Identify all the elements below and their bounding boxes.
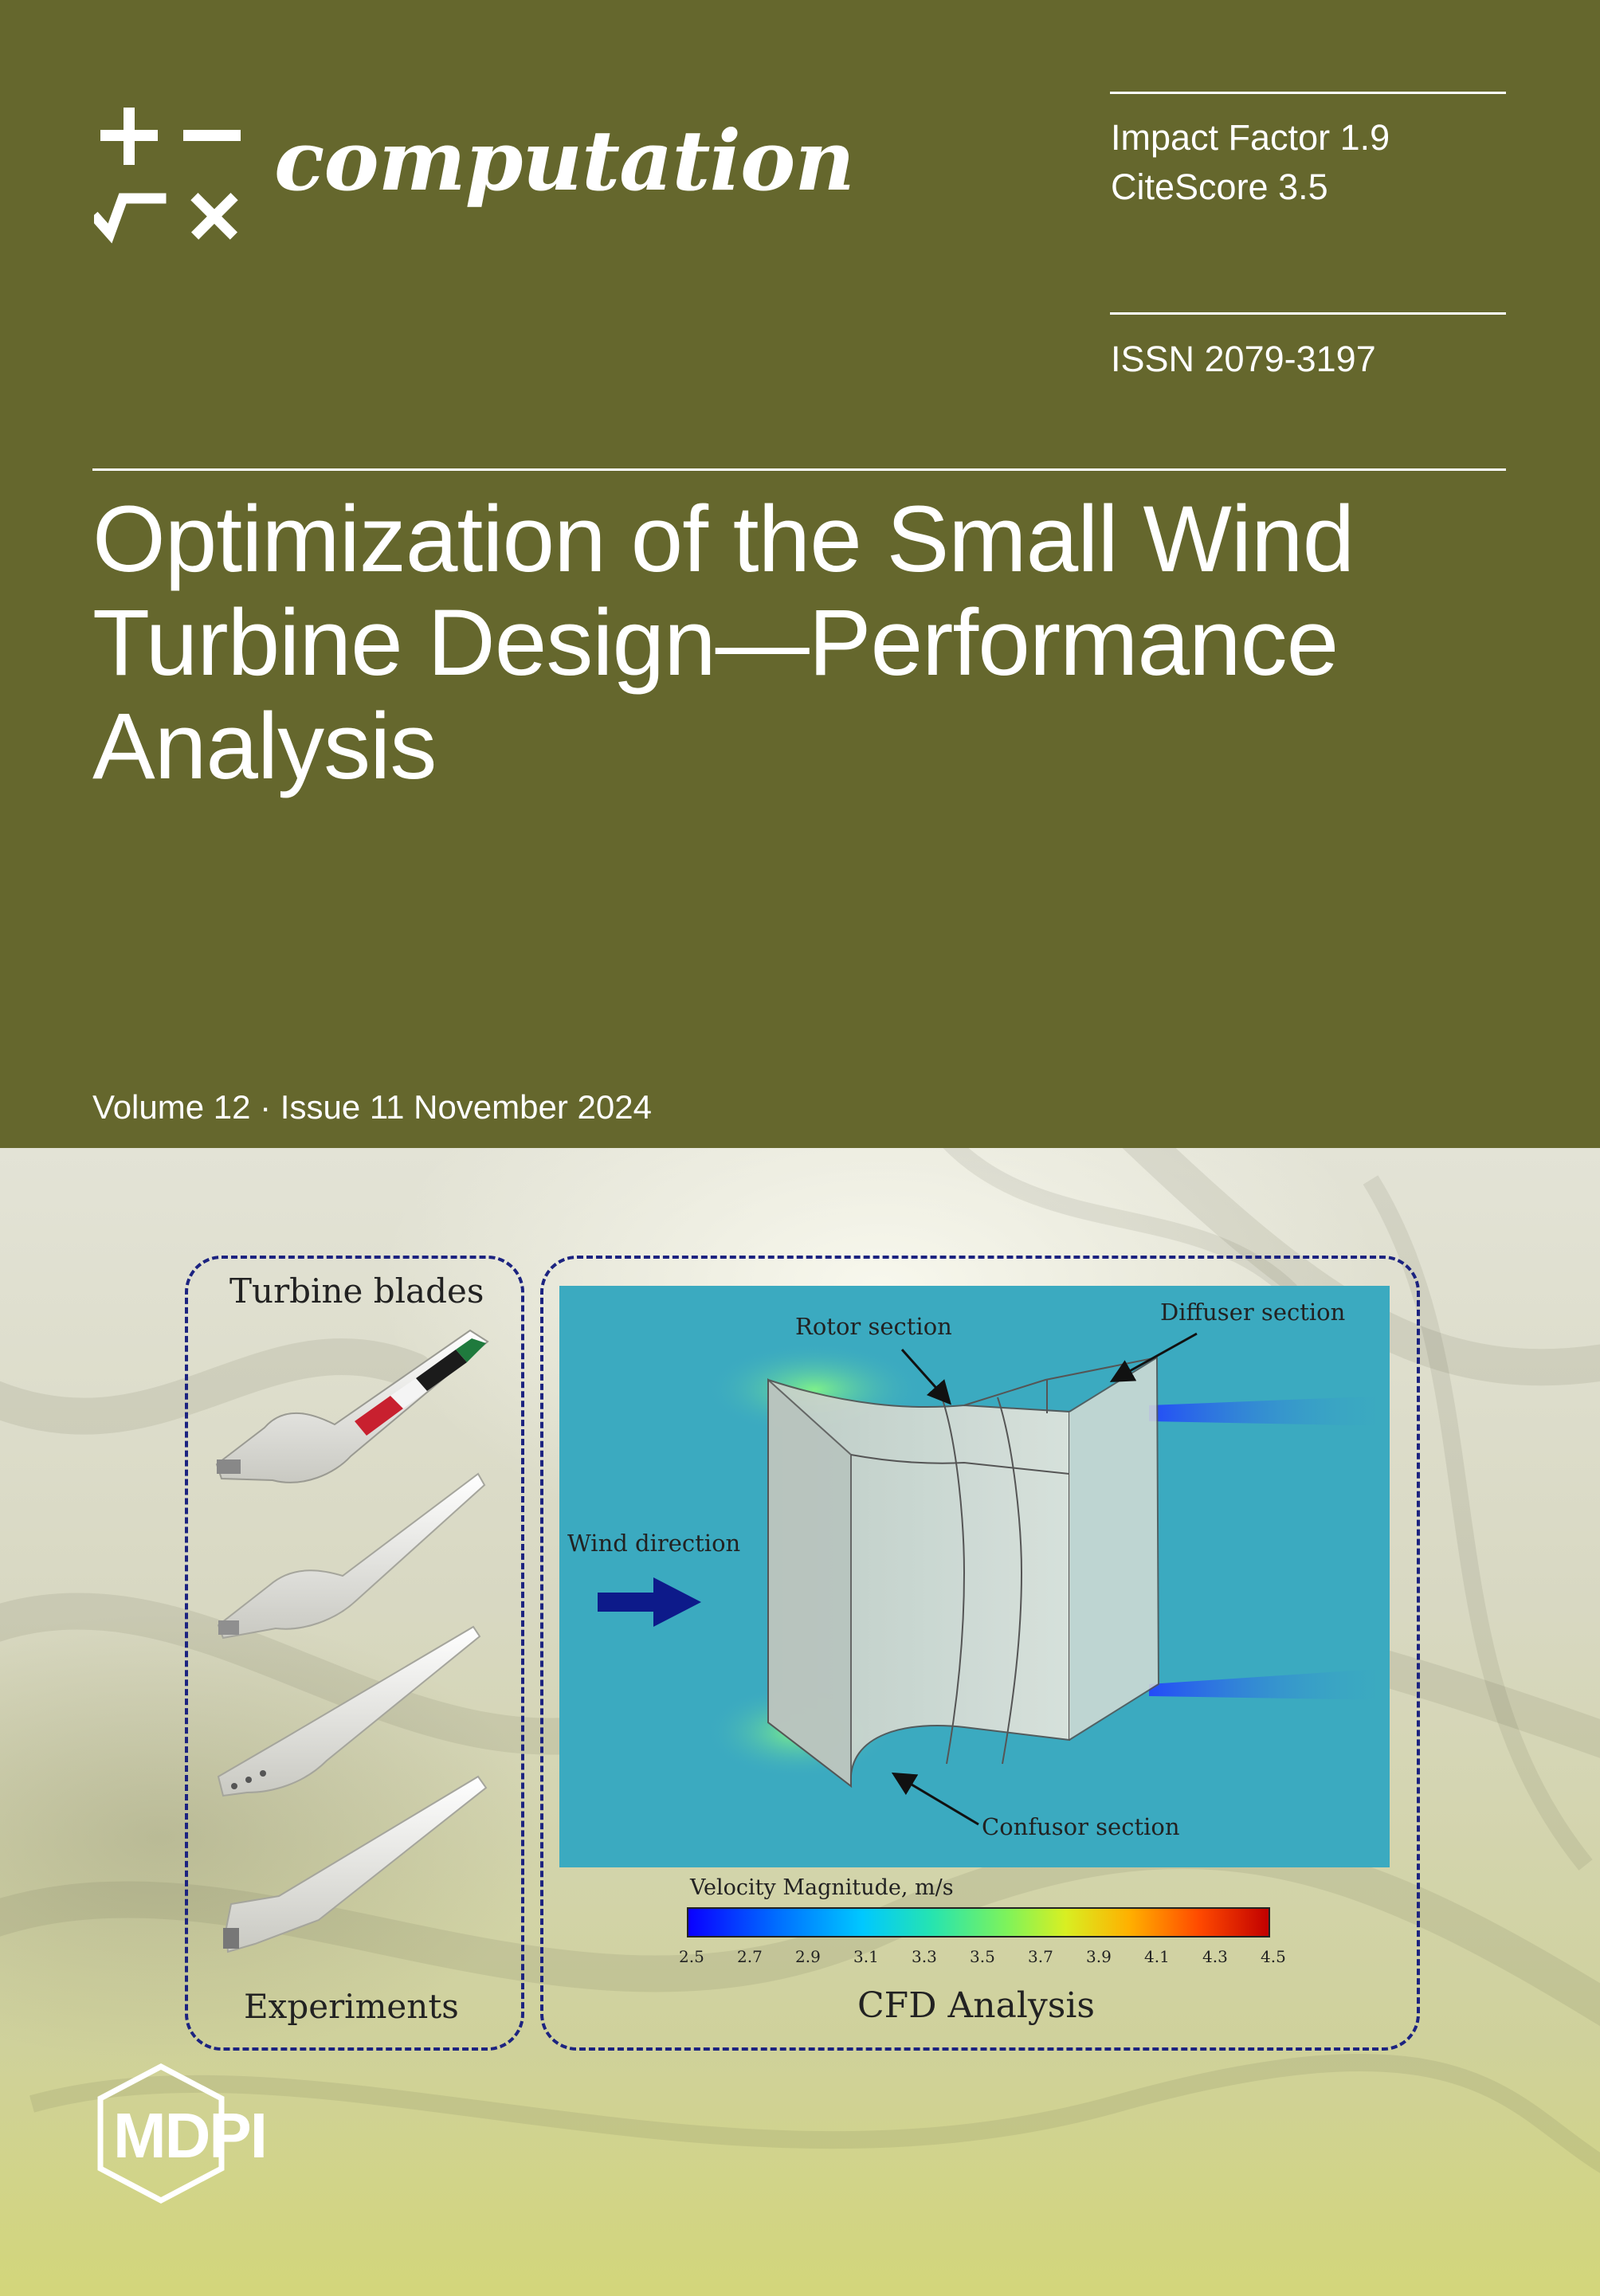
article-title: Optimization of the Small Wind Turbine D… <box>92 488 1527 798</box>
title-line: Analysis <box>92 694 437 799</box>
turbine-blades-illustration <box>215 1329 489 1953</box>
rotor-section-label: Rotor section <box>795 1313 952 1340</box>
wind-direction-arrow <box>598 1577 701 1627</box>
mdpi-logo: MDPI <box>97 2063 268 2204</box>
colorbar-tick: 4.5 <box>1261 1947 1286 1966</box>
issn: ISSN 2079-3197 <box>1111 339 1376 379</box>
math-operators-logo <box>94 108 241 244</box>
cover-header: computation Impact Factor 1.9 CiteScore … <box>0 0 1600 1148</box>
journal-name: computation <box>274 112 855 210</box>
cfd-analysis-label: CFD Analysis <box>857 1985 1095 2026</box>
blade-white-1 <box>217 1472 486 1640</box>
wind-turbine-duct <box>767 1356 1160 1789</box>
colorbar-tick: 3.7 <box>1028 1947 1053 1966</box>
blade-painted <box>215 1329 489 1483</box>
hexagon-logo <box>97 2063 225 2204</box>
turbine-blades-panel <box>185 1256 524 2051</box>
colorbar-tick: 2.9 <box>795 1947 821 1966</box>
title-divider <box>92 468 1506 471</box>
title-line: Turbine Design—Performance <box>92 590 1339 695</box>
publisher-name: MDPI <box>113 2100 266 2171</box>
confusor-section-label: Confusor section <box>982 1813 1180 1840</box>
colorbar-tick: 2.7 <box>737 1947 763 1966</box>
title-line: Optimization of the Small Wind <box>92 487 1355 592</box>
volume-issue: Volume 12 · Issue 11 November 2024 <box>92 1088 652 1126</box>
colorbar-label: Velocity Magnitude, m/s <box>690 1875 954 1900</box>
wind-direction-label: Wind direction <box>567 1530 741 1557</box>
velocity-colorbar <box>687 1907 1270 1937</box>
blade-white-2 <box>217 1625 481 1797</box>
colorbar-tick: 4.3 <box>1202 1947 1228 1966</box>
colorbar-tick: 4.1 <box>1144 1947 1170 1966</box>
impact-factor: Impact Factor 1.9 <box>1111 117 1390 158</box>
colorbar-tick: 3.5 <box>970 1947 995 1966</box>
colorbar-tick: 3.1 <box>853 1947 879 1966</box>
turbine-blades-label: Turbine blades <box>229 1271 484 1311</box>
minus-icon <box>183 130 241 141</box>
divider <box>1110 312 1506 315</box>
confusor-pointer-arrow <box>891 1772 979 1826</box>
colorbar-tick: 3.3 <box>912 1947 937 1966</box>
check-icon <box>94 193 167 244</box>
plus-icon <box>100 108 158 165</box>
rotor-pointer-arrow <box>900 1349 951 1405</box>
colorbar-tick: 3.9 <box>1086 1947 1112 1966</box>
blade-white-3 <box>223 1775 488 1953</box>
colorbar-tick: 2.5 <box>679 1947 704 1966</box>
cfd-velocity-plot <box>559 1286 1390 1867</box>
divider <box>1110 92 1506 94</box>
diffuser-section-label: Diffuser section <box>1160 1299 1346 1326</box>
diffuser-pointer-arrow <box>1109 1332 1198 1382</box>
cfd-analysis-panel <box>540 1256 1420 2051</box>
experiments-label: Experiments <box>244 1987 459 2026</box>
times-icon <box>190 193 238 240</box>
citescore: CiteScore 3.5 <box>1111 167 1328 207</box>
